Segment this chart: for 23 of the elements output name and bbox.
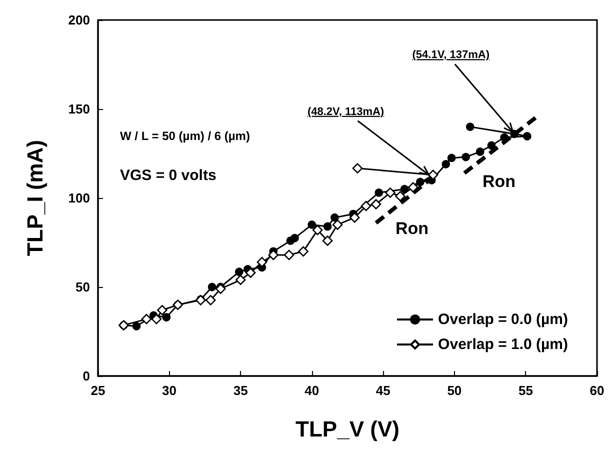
y-tick-label: 0	[82, 368, 90, 384]
annotation: W / L = 50 (µm) / 6 (µm)	[120, 129, 250, 143]
annotation: Ron	[482, 172, 516, 191]
x-tick-label: 45	[376, 383, 390, 398]
x-axis-title: TLP_V (V)	[296, 416, 400, 442]
x-tick-label: 55	[518, 383, 533, 398]
y-tick-label: 100	[68, 190, 90, 206]
annotation: Ron	[395, 219, 429, 238]
y-axis-title: TLP_I (mA)	[22, 140, 48, 256]
x-tick-label: 40	[304, 383, 320, 398]
x-tick-label: 35	[233, 383, 248, 398]
annotation: (54.1V, 137mA)	[412, 49, 490, 62]
legend-label: Overlap = 0.0 (µm)	[438, 311, 568, 328]
x-tick-label: 50	[447, 383, 462, 398]
y-tick-label: 200	[68, 12, 90, 28]
x-tick-label: 30	[162, 383, 177, 398]
y-tick-label: 150	[68, 102, 90, 116]
x-tick-label: 60	[590, 383, 604, 398]
legend-label: Overlap = 1.0 (µm)	[438, 336, 568, 353]
annotation: VGS = 0 volts	[120, 167, 216, 184]
x-tick-label: 25	[90, 383, 106, 398]
y-tick-label: 50	[76, 280, 90, 294]
annotation: (48.2V, 113mA)	[307, 106, 384, 118]
